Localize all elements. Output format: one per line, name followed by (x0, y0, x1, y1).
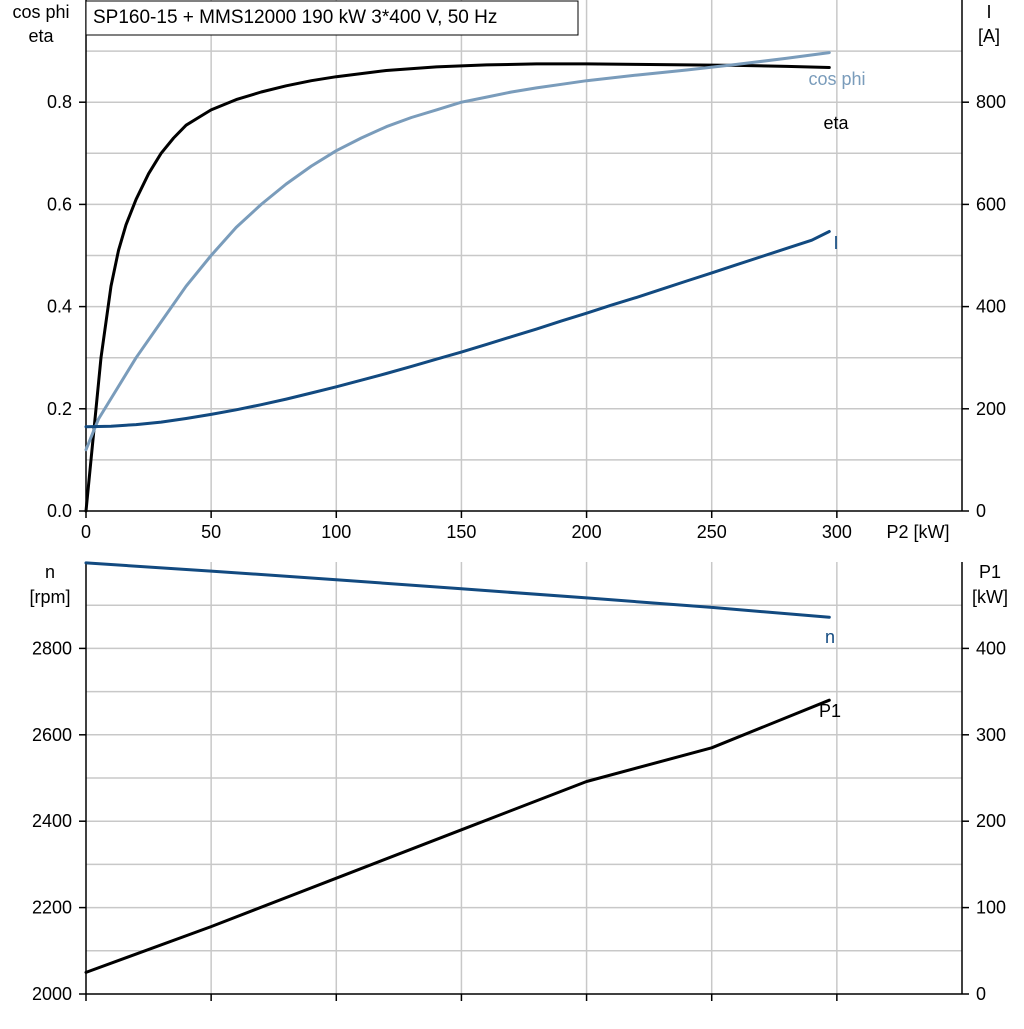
top-x-tick-label: 0 (81, 522, 91, 542)
bottom-grid (86, 562, 962, 994)
top-grid (86, 0, 962, 511)
bottom-right-tick-label: 100 (976, 898, 1006, 918)
top-left-tick-label: 0.0 (47, 501, 72, 521)
top-right-tick-label: 200 (976, 399, 1006, 419)
series-label-n: n (825, 627, 835, 647)
series-line-cos-phi (84, 51, 831, 452)
top-labels: cos phi eta I [A] P2 [kW] eta cos phi I (12, 2, 1000, 542)
bottom-panel: 2000 2200 2400 2600 2800 0 100 200 300 400 n [rpm]… (29, 561, 1008, 1004)
top-left-axis-title: eta (28, 26, 54, 46)
top-left-tick-label: 0.6 (47, 194, 72, 214)
series-label-i: I (833, 233, 838, 253)
series-line-eta (84, 62, 831, 513)
top-left-axis-title: cos phi (12, 2, 69, 22)
top-x-tick-label: 150 (446, 522, 476, 542)
top-panel: 0.0 0.2 0.4 0.6 0.8 0 200 400 600 800 0 50 100 150 200… (12, 0, 1006, 542)
top-right-axis-title: [A] (978, 26, 1000, 46)
top-left-tick-label: 0.4 (47, 297, 72, 317)
bottom-frame (85, 562, 963, 995)
bottom-left-tick-label: 2800 (32, 638, 72, 658)
top-right-axis-title: I (986, 2, 991, 22)
top-right-tick-label: 400 (976, 297, 1006, 317)
bottom-left-axis-title: [rpm] (29, 587, 70, 607)
series-label-cos-phi: cos phi (808, 69, 865, 89)
bottom-labels: n [rpm] P1 [kW] n P1 (29, 562, 1008, 721)
bottom-series (84, 561, 831, 974)
top-right-tick-label: 0 (976, 501, 986, 521)
series-line-n (84, 561, 831, 619)
bottom-right-axis-title: [kW] (972, 587, 1008, 607)
top-left-tick-label: 0.8 (47, 92, 72, 112)
series-label-eta: eta (823, 113, 849, 133)
bottom-left-axis-title: n (45, 562, 55, 582)
series-label-p1: P1 (819, 701, 841, 721)
top-x-tick-label: 100 (321, 522, 351, 542)
chart-title-box: SP160-15 + MMS12000 190 kW 3*400 V, 50 H… (85, 0, 579, 36)
top-x-tick-label: 200 (572, 522, 602, 542)
bottom-ticks: 2000 2200 2400 2600 2800 0 100 200 300 400 (32, 638, 1006, 1004)
top-right-tick-label: 800 (976, 92, 1006, 112)
top-right-tick-label: 600 (976, 194, 1006, 214)
top-x-tick-label: 250 (697, 522, 727, 542)
top-x-tick-label: 50 (201, 522, 221, 542)
bottom-left-tick-label: 2000 (32, 984, 72, 1004)
top-left-tick-label: 0.2 (47, 399, 72, 419)
bottom-left-tick-label: 2400 (32, 811, 72, 831)
bottom-left-tick-label: 2600 (32, 725, 72, 745)
bottom-right-tick-label: 400 (976, 638, 1006, 658)
title-box-border (85, 0, 579, 36)
bottom-right-tick-label: 0 (976, 984, 986, 1004)
top-series (84, 51, 831, 513)
bottom-right-axis-title: P1 (979, 562, 1001, 582)
bottom-left-tick-label: 2200 (32, 898, 72, 918)
top-x-tick-label: 300 (822, 522, 852, 542)
bottom-right-tick-label: 300 (976, 725, 1006, 745)
top-x-axis-title: P2 [kW] (886, 522, 949, 542)
chart-title: SP160-15 + MMS12000 190 kW 3*400 V, 50 H… (93, 7, 497, 28)
series-line-p1 (84, 698, 831, 974)
bottom-right-tick-label: 200 (976, 811, 1006, 831)
top-ticks: 0.0 0.2 0.4 0.6 0.8 0 200 400 600 800 0 50 100 150 200… (47, 92, 1006, 542)
series-line-i (84, 230, 831, 429)
